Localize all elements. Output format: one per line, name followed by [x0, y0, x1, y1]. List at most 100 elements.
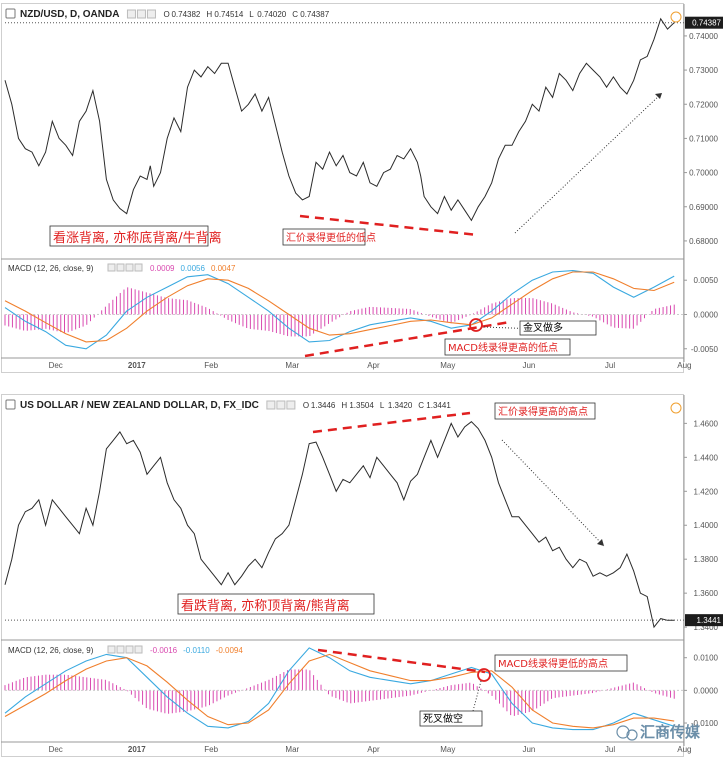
eye-icon	[266, 400, 276, 410]
time-tick-label: Apr	[367, 745, 380, 754]
time-tick-label: Apr	[367, 361, 380, 370]
signal-line	[4, 653, 675, 729]
wechat-icon-bubble	[626, 729, 638, 741]
crossover-pointer	[472, 680, 482, 712]
panel-top: NZD/USD, D, OANDA O 0.74382 H 0.74514 L 0.7402…	[1, 3, 723, 373]
price-tick-label: 0.71000	[689, 134, 718, 143]
divergence-banner: 看涨背离, 亦称底背离/牛背离	[53, 230, 222, 246]
price-tick-label: 1.4000	[694, 521, 719, 530]
death-cross-label: 死叉做空	[423, 712, 463, 725]
macd-line	[4, 647, 675, 731]
golden-cross-label: 金叉做多	[523, 321, 563, 334]
macd-histogram	[4, 287, 675, 337]
price-lower-low-label: 汇价录得更低的低点	[286, 231, 376, 244]
macd-readout-signal: 0.0047	[211, 264, 236, 273]
ohlc-label-c: C	[292, 10, 298, 19]
macd-tick-label: 0.0050	[694, 276, 719, 285]
price-line	[4, 17, 675, 222]
settings-icon	[276, 400, 286, 410]
collapse-icon	[5, 399, 16, 410]
watermark-text: 汇商传媒	[640, 723, 701, 741]
price-tick-label: 1.3400	[694, 623, 719, 632]
price-higher-high-line	[312, 411, 471, 434]
settings-icon	[136, 9, 146, 19]
macd-header: MACD (12, 26, close, 9) 0.0009 0.0056 0.004…	[8, 263, 236, 273]
time-tick-label: Mar	[285, 361, 299, 370]
panel-frame	[1, 3, 684, 373]
ohlc-label-l: L	[380, 401, 385, 410]
trend-arrow-head	[597, 539, 604, 546]
time-tick-label: 2017	[128, 745, 146, 754]
macd-higher-low-line	[304, 320, 511, 358]
time-tick-label: 2017	[128, 361, 146, 370]
macd-readout-macd: 0.0056	[180, 264, 205, 273]
ohlc-label-h: H	[341, 401, 347, 410]
chart-title: US DOLLAR / NEW ZEALAND DOLLAR, D, FX_ID…	[20, 400, 259, 411]
macd-tick-label: -0.0100	[691, 719, 719, 728]
macd-label: MACD (12, 26, close, 9)	[8, 646, 94, 655]
price-tick-label: 1.4200	[694, 487, 719, 496]
last-price-badge	[685, 614, 723, 627]
close-icon	[125, 645, 134, 654]
time-tick-label: Feb	[204, 745, 218, 754]
ohlc-label-o: O	[303, 401, 309, 410]
time-tick-label: May	[440, 361, 455, 370]
ohlc-value-h: 0.74514	[214, 10, 243, 19]
macd-readout-signal: -0.0094	[216, 646, 244, 655]
divergence-banner-box	[49, 225, 209, 247]
ohlc-value-o: 1.3446	[311, 401, 336, 410]
more-icon	[134, 645, 143, 654]
macd-histogram	[4, 669, 675, 716]
price-higher-high-label-box	[494, 402, 596, 420]
ohlc-value-c: 1.3441	[426, 401, 451, 410]
last-price-label: 0.74387	[692, 19, 721, 28]
close-icon	[286, 400, 296, 410]
time-tick-label: Aug	[677, 745, 691, 754]
price-tick-label: 0.70000	[689, 169, 718, 178]
close-icon	[125, 263, 134, 272]
settings-icon	[107, 645, 116, 654]
time-tick-label: May	[440, 745, 455, 754]
macd-higher-low-label: MACD线录得更高的低点	[448, 341, 558, 354]
ohlc-label-o: O	[163, 10, 169, 19]
time-tick-label: Dec	[49, 361, 63, 370]
macd-lower-high-label: MACD线录得更低的高点	[498, 657, 608, 670]
time-tick-label: Dec	[49, 745, 63, 754]
divergence-banner-box	[177, 593, 375, 615]
time-tick-label: Jul	[605, 361, 615, 370]
watermark: 汇商传媒	[616, 723, 701, 741]
macd-tick-label: -0.0050	[691, 345, 719, 354]
price-tick-label: 1.3600	[694, 589, 719, 598]
ohlc-label-h: H	[206, 10, 212, 19]
chart-header: NZD/USD, D, OANDA O 0.74382 H 0.74514 L 0.7402…	[5, 8, 330, 20]
macd-tick-label: 0.0000	[694, 310, 719, 319]
price-tick-label: 1.3800	[694, 555, 719, 564]
price-line	[4, 421, 675, 629]
price-higher-high-label: 汇价录得更高的高点	[498, 405, 588, 418]
eye-icon	[116, 263, 125, 272]
macd-tick-label: 0.0000	[694, 686, 719, 695]
divergence-banner: 看跌背离, 亦称顶背离/熊背离	[181, 598, 350, 614]
price-tick-label: 1.4400	[694, 453, 719, 462]
chart-header: US DOLLAR / NEW ZEALAND DOLLAR, D, FX_ID…	[5, 399, 451, 411]
panel-frame	[1, 394, 684, 757]
macd-higher-low-label-box	[444, 338, 571, 356]
time-tick-label: Aug	[677, 361, 691, 370]
death-cross-label-box	[419, 710, 483, 727]
price-tick-label: 0.69000	[689, 203, 718, 212]
trend-arrow-head	[655, 93, 662, 99]
time-tick-label: Feb	[204, 361, 218, 370]
time-tick-label: Jun	[522, 745, 535, 754]
macd-readout-hist: 0.0009	[150, 264, 175, 273]
macd-header: MACD (12, 26, close, 9) -0.0016 -0.0110 -0.…	[8, 645, 244, 655]
eye-icon	[116, 645, 125, 654]
ohlc-value-l: 1.3420	[388, 401, 413, 410]
ohlc-label-c: C	[418, 401, 424, 410]
info-icon	[670, 11, 682, 23]
ohlc-value-h: 1.3504	[349, 401, 374, 410]
crossover-marker	[469, 318, 483, 332]
macd-tick-label: 0.0100	[694, 654, 719, 663]
eye-icon	[126, 9, 136, 19]
ohlc-value-l: 0.74020	[257, 10, 286, 19]
